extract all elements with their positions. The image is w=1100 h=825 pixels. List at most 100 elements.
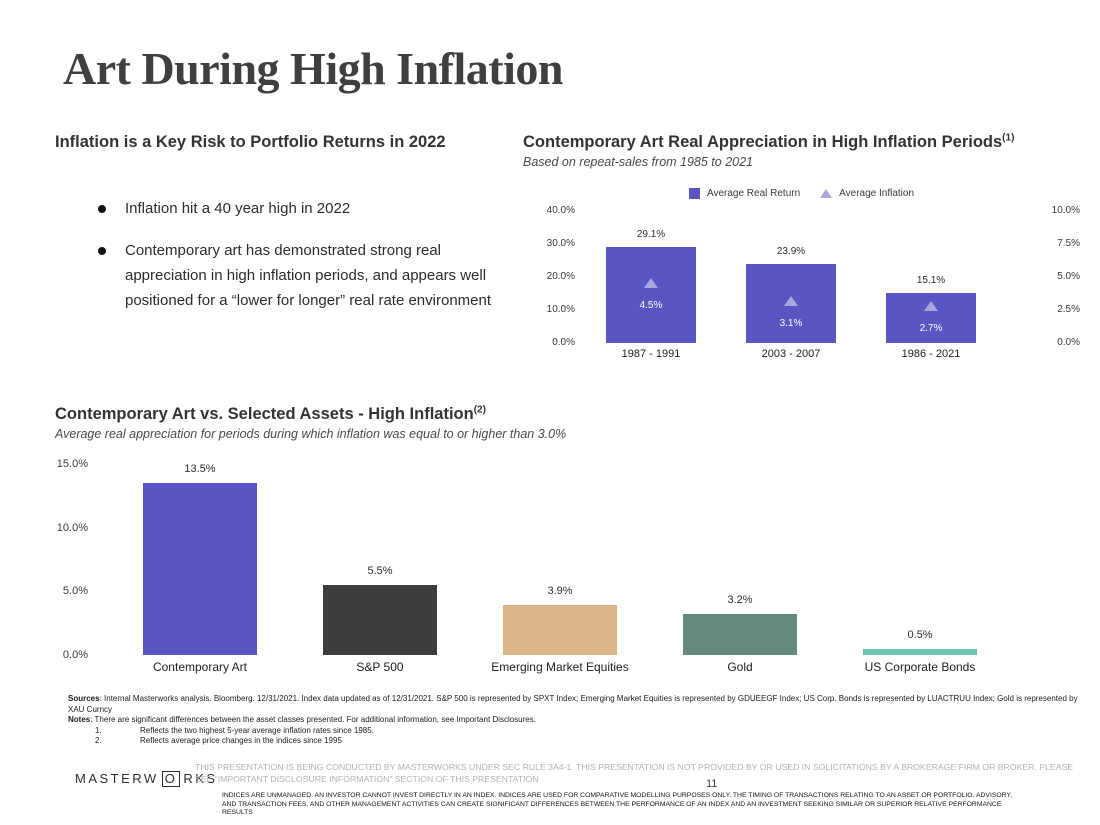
chart2-asset-comparison: 13.5% Contemporary Art 5.5% S&P 500 3.9% Emer… <box>40 456 1020 696</box>
legend-item-inflation: Average Inflation <box>820 188 914 199</box>
real-return-bar: 3.1% <box>746 264 836 343</box>
page-number: 11 <box>706 778 718 790</box>
bar-value-label: 15.1% <box>916 275 946 287</box>
axis-tick: 10.0% <box>546 304 575 315</box>
category-label: 2003 - 2007 <box>761 348 821 360</box>
axis-tick: 0.0% <box>552 337 575 348</box>
asset-bar <box>683 614 797 655</box>
category-label: 1986 - 2021 <box>901 348 961 360</box>
notes-label: Notes <box>68 715 91 724</box>
list-item: Inflation hit a 40 year high in 2022 <box>55 196 510 221</box>
bar-value-label: 29.1% <box>636 229 666 240</box>
note-text: Reflects the two highest 5-year average … <box>140 725 374 735</box>
masterworks-logo: MASTERW O RKS <box>75 771 218 787</box>
chart1-title-text: Contemporary Art Real Appreciation in Hi… <box>523 133 1003 151</box>
logo-suffix: RKS <box>183 771 218 786</box>
legend-label: Average Real Return <box>706 188 801 199</box>
axis-tick: 0.0% <box>1057 337 1080 348</box>
axis-tick: 20.0% <box>546 271 575 282</box>
disclaimer-secondary: INDICES ARE UNMANAGED. AN INVESTOR CANNO… <box>222 792 1012 817</box>
bar-value-label: 3.9% <box>547 585 573 598</box>
axis-tick: 5.0% <box>1057 271 1080 282</box>
chart2-header: Contemporary Art vs. Selected Assets - H… <box>55 405 755 441</box>
asset-bar <box>503 605 617 655</box>
inflation-value-label: 3.1% <box>779 318 803 330</box>
left-text-panel: Inflation is a Key Risk to Portfolio Ret… <box>55 133 510 313</box>
inflation-triangle-icon <box>644 277 658 288</box>
left-panel-heading: Inflation is a Key Risk to Portfolio Ret… <box>55 133 446 151</box>
inflation-value-label: 4.5% <box>639 299 663 311</box>
inflation-triangle-icon <box>924 301 938 312</box>
axis-tick: 10.0% <box>1051 205 1080 216</box>
note-number: 2. <box>95 736 102 745</box>
asset-bar <box>143 483 257 655</box>
legend-item-real-return: Average Real Return <box>688 188 801 199</box>
chart2-subtitle: Average real appreciation for periods du… <box>55 427 567 441</box>
chart2-bar-group: 13.5% Contemporary Art <box>110 463 290 674</box>
axis-tick: 30.0% <box>546 238 575 249</box>
chart1-subtitle: Based on repeat-sales from 1985 to 2021 <box>523 155 754 169</box>
legend-marker-real-return <box>688 188 700 199</box>
sources-line: Sources: Internal Masterworks analysis. … <box>68 694 1080 715</box>
axis-tick: 2.5% <box>1057 304 1080 315</box>
chart1-legend: Average Real Return Average Inflation <box>523 188 1080 199</box>
asset-bar <box>863 648 977 655</box>
axis-tick: 0.0% <box>62 649 88 661</box>
bullet-text: Contemporary art has demonstrated strong… <box>125 242 492 309</box>
chart1-header: Contemporary Art Real Appreciation in Hi… <box>523 133 1083 169</box>
list-item: Contemporary art has demonstrated strong… <box>55 238 510 313</box>
note-text: Reflects average price changes in the in… <box>140 736 342 745</box>
axis-tick: 7.5% <box>1057 238 1080 249</box>
axis-tick: 15.0% <box>56 458 88 470</box>
axis-tick: 5.0% <box>62 585 88 598</box>
notes-text: : There are significant differences betw… <box>90 715 536 724</box>
category-label: Contemporary Art <box>152 660 248 674</box>
category-label: US Corporate Bonds <box>864 660 976 674</box>
chart2-bar-group: 3.9% Emerging Market Equities <box>470 464 650 674</box>
page-title: Art During High Inflation <box>63 43 563 94</box>
numbered-note: 2. Reflects average price changes in the… <box>68 736 1080 747</box>
inflation-value-label: 2.7% <box>919 323 943 335</box>
inflation-triangle-icon <box>784 296 798 307</box>
logo-o-mark-icon: O <box>161 771 181 787</box>
asset-bar <box>323 585 437 655</box>
chart2-footnote-marker: (2) <box>473 404 486 416</box>
real-return-bar: 2.7% <box>886 293 976 343</box>
axis-tick: 40.0% <box>546 205 575 216</box>
chart2-title: Contemporary Art vs. Selected Assets - H… <box>55 405 755 424</box>
chart2-bar-group: 0.5% US Corporate Bonds <box>830 464 1010 674</box>
chart1-title: Contemporary Art Real Appreciation in Hi… <box>523 133 1083 152</box>
disclaimer-primary: THIS PRESENTATION IS BEING CONDUCTED BY … <box>195 762 1074 784</box>
bar-value-label: 23.9% <box>776 246 806 258</box>
chart1-real-appreciation: Average Real Return Average Inflation 4.… <box>523 183 1080 383</box>
numbered-note: 1. Reflects the two highest 5-year avera… <box>68 726 1080 737</box>
bullet-text: Inflation hit a 40 year high in 2022 <box>125 200 351 217</box>
category-label: Emerging Market Equities <box>491 660 629 674</box>
chart1-bar-group: 4.5% 29.1% 1987 - 1991 <box>581 211 721 360</box>
chart1-footnote-marker: (1) <box>1002 132 1015 144</box>
notes-line: Notes: There are significant differences… <box>68 715 1080 726</box>
logo-prefix: MASTERW <box>75 771 159 786</box>
bullet-dot-icon <box>98 205 106 213</box>
category-label: Gold <box>727 660 753 674</box>
sources-text: : Internal Masterworks analysis. Bloombe… <box>68 694 1078 714</box>
footnotes-block: Sources: Internal Masterworks analysis. … <box>68 694 1080 747</box>
chart2-bar-group: 3.2% Gold <box>650 464 830 674</box>
chart1-plot-area: 4.5% 29.1% 1987 - 1991 3.1% 23.9% 2003 - 2007… <box>581 211 1001 360</box>
bar-value-label: 13.5% <box>184 463 216 476</box>
axis-tick: 10.0% <box>56 521 88 534</box>
chart1-bar-group: 2.7% 15.1% 1986 - 2021 <box>861 211 1001 360</box>
bullet-dot-icon <box>98 247 106 255</box>
sources-label: Sources <box>68 694 100 703</box>
chart2-plot-area: 13.5% Contemporary Art 5.5% S&P 500 3.9% Emer… <box>110 463 1010 674</box>
real-return-bar: 4.5% <box>606 247 696 343</box>
bar-value-label: 5.5% <box>367 565 393 577</box>
note-number: 1. <box>95 725 102 735</box>
bullet-list: Inflation hit a 40 year high in 2022 Con… <box>55 196 510 313</box>
bar-value-label: 3.2% <box>727 594 753 607</box>
chart1-bar-group: 3.1% 23.9% 2003 - 2007 <box>721 211 861 360</box>
bar-value-label: 0.5% <box>907 628 933 641</box>
legend-label: Average Inflation <box>839 188 915 199</box>
category-label: 1987 - 1991 <box>621 348 681 360</box>
